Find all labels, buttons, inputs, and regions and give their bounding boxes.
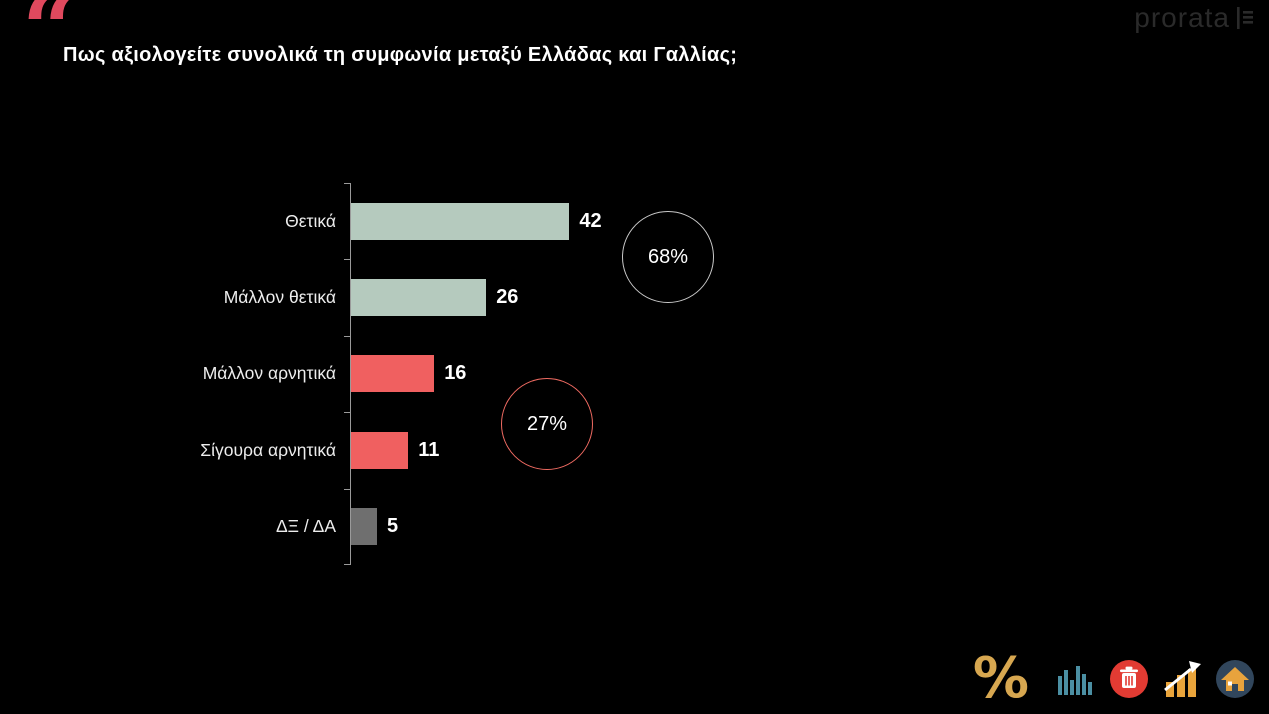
prorata-logo-icon [1237, 7, 1253, 29]
growth-chart-icon [1164, 660, 1201, 697]
bar-row: Μάλλον αρνητικά 16 [60, 336, 720, 412]
house-icon [1216, 659, 1254, 698]
bar-value: 16 [444, 362, 467, 385]
axis-tick [344, 335, 350, 337]
bar-label: Σίγουρα αρνητικά [200, 439, 336, 460]
bar-chart: Θετικά 42 Μάλλον θετικά 26 Μάλλον αρνητικά 16… [60, 183, 720, 565]
negative-total-circle: 27% [501, 378, 593, 470]
bar [351, 202, 570, 240]
prorata-logo: prorata [1134, 2, 1255, 34]
axis-tick [344, 183, 350, 184]
positive-total-circle: 68% [622, 211, 714, 303]
bar [351, 508, 377, 546]
bar-label: Θετικά [285, 210, 336, 231]
percent-icon: % [972, 645, 1029, 711]
prorata-logo-text: prorata [1134, 2, 1230, 33]
bar-row: Θετικά 42 [60, 183, 720, 259]
bar-value: 26 [496, 286, 519, 309]
axis-tick [344, 488, 350, 490]
bar-label: Μάλλον αρνητικά [202, 363, 336, 384]
quote-icon: “ [22, 0, 77, 86]
positive-total-label: 68% [647, 245, 689, 268]
bar-value: 5 [387, 515, 399, 538]
bar-row: ΔΞ / ΔΑ 5 [60, 489, 720, 565]
bar-row: Σίγουρα αρνητικά 11 [60, 412, 720, 488]
bar-chart-icon [1058, 665, 1092, 695]
axis-tick [344, 259, 350, 261]
page-title: Πως αξιολογείτε συνολικά τη συμφωνία μετ… [63, 44, 738, 66]
bar [351, 431, 409, 469]
negative-total-label: 27% [526, 412, 568, 435]
footer-icons: % [972, 645, 1255, 711]
chart-axis [344, 183, 351, 565]
bar-rows: Θετικά 42 Μάλλον θετικά 26 Μάλλον αρνητικά 16… [60, 183, 720, 565]
bar [351, 355, 435, 393]
bar-value: 11 [418, 438, 440, 461]
bar [351, 279, 487, 317]
bar-row: Μάλλον θετικά 26 [60, 259, 720, 335]
bar-value: 42 [579, 209, 602, 232]
axis-tick [344, 412, 350, 414]
bar-label: ΔΞ / ΔΑ [275, 516, 336, 537]
trash-icon [1110, 659, 1148, 698]
bar-label: Μάλλον θετικά [223, 287, 336, 308]
axis-tick [344, 564, 350, 565]
